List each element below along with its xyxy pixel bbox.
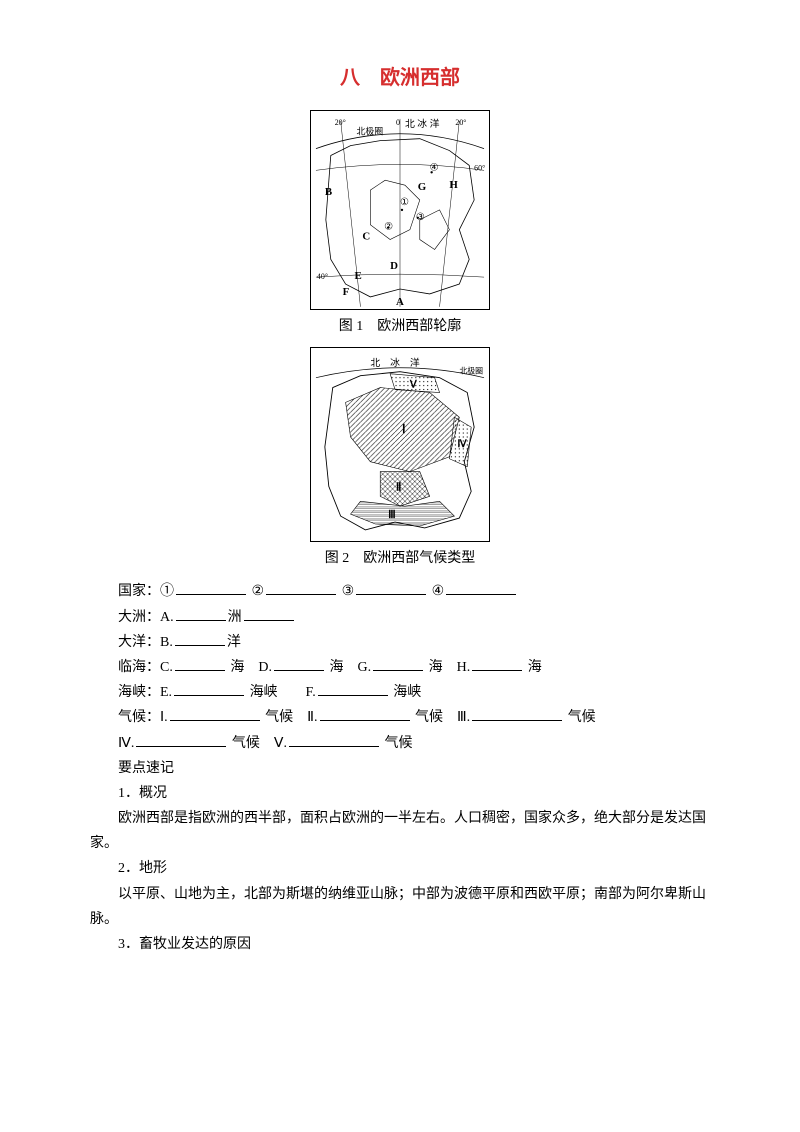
blank-climate-1[interactable] [170,706,260,721]
blank-country-4[interactable] [446,580,516,595]
line-continent: 大洲：A.洲 [90,605,710,630]
line-strait: 海峡：E. 海峡 F. 海峡 [90,680,710,705]
line-ocean: 大洋：B.洋 [90,630,710,655]
sec2-body: 以平原、山地为主，北部为斯堪的纳维亚山脉；中部为波德平原和西欧平原；南部为阿尔卑… [90,882,710,932]
sec3-head: 3．畜牧业发达的原因 [90,932,710,957]
svg-text:0: 0 [396,118,400,127]
blank-ocean[interactable] [175,631,225,646]
figure-2: 北 冰 洋 北极圈 Ⅰ [310,347,490,542]
svg-text:北 冰 洋: 北 冰 洋 [370,356,420,369]
label-arctic: 北极圈 [356,126,383,137]
svg-text:40°: 40° [317,272,328,281]
blank-continent[interactable] [176,606,226,621]
blank-climate-3[interactable] [472,706,562,721]
content: 国家：① ② ③ ④ 大洲：A.洲 大洋：B.洋 临海：C. 海 D. 海 G.… [90,579,710,957]
blank-climate-4[interactable] [136,732,226,747]
svg-text:C: C [362,231,370,243]
line-country: 国家：① ② ③ ④ [90,579,710,604]
blank-climate-2[interactable] [320,706,410,721]
svg-text:①: ① [400,197,409,208]
svg-text:G: G [418,181,427,193]
blank-country-1[interactable] [176,580,246,595]
line-climate-1: 气候：Ⅰ. 气候 Ⅱ. 气候 Ⅲ. 气候 [90,705,710,730]
figure-2-caption: 图 2 欧洲西部气候类型 [90,546,710,571]
blank-strait-e[interactable] [174,681,244,696]
blank-strait-f[interactable] [318,681,388,696]
line-climate-2: Ⅳ. 气候 Ⅴ. 气候 [90,731,710,756]
svg-text:北极圈: 北极圈 [459,366,483,376]
blank-country-3[interactable] [356,580,426,595]
svg-text:Ⅳ: Ⅳ [457,439,467,450]
blank-climate-5[interactable] [289,732,379,747]
figure-1: 北极圈 北 冰 洋 20° 0 20° 60° 40° B C D E F [310,110,490,310]
sec2-head: 2．地形 [90,856,710,881]
blank-country-2[interactable] [266,580,336,595]
svg-text:F: F [343,286,350,298]
svg-text:Ⅰ: Ⅰ [402,422,406,436]
page: 八 欧洲西部 北极圈 北 冰 洋 20° 0 20° 60° 40° [0,0,800,1132]
figure-1-caption: 图 1 欧洲西部轮廓 [90,314,710,339]
svg-text:20°: 20° [335,118,346,127]
line-sea: 临海：C. 海 D. 海 G. 海 H. 海 [90,655,710,680]
blank-sea-h[interactable] [472,656,522,671]
svg-text:H: H [449,179,458,191]
svg-text:D: D [390,260,398,272]
svg-text:A: A [396,296,404,308]
svg-text:B: B [325,186,332,198]
page-title: 八 欧洲西部 [90,60,710,96]
svg-text:Ⅴ: Ⅴ [409,380,418,391]
sec1-head: 1．概况 [90,781,710,806]
label-north-ocean: 北 冰 洋 [405,117,440,130]
blank-sea-d[interactable] [274,656,324,671]
blank-continent-extra[interactable] [244,606,294,621]
blank-sea-g[interactable] [373,656,423,671]
blank-sea-c[interactable] [175,656,225,671]
svg-text:20°: 20° [455,118,466,127]
keypoints-heading: 要点速记 [90,756,710,781]
svg-text:60°: 60° [474,163,485,172]
sec1-body: 欧洲西部是指欧洲的西半部，面积占欧洲的一半左右。人口稠密，国家众多，绝大部分是发… [90,806,710,856]
svg-text:E: E [355,270,362,282]
svg-text:Ⅲ: Ⅲ [388,509,396,521]
svg-text:Ⅱ: Ⅱ [396,482,401,494]
